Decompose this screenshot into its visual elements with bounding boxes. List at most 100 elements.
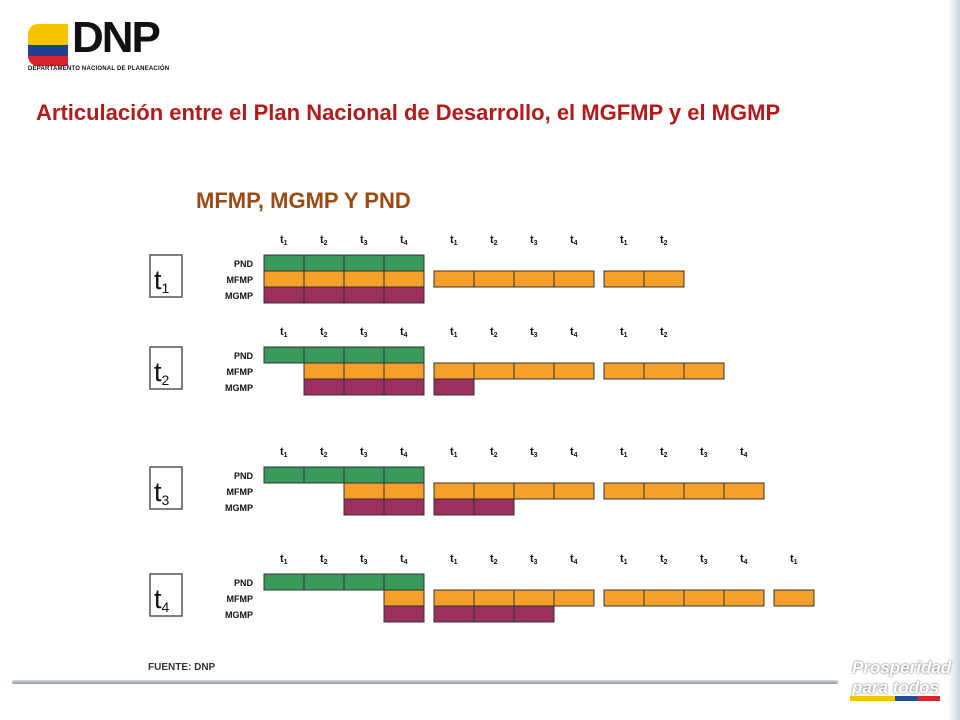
cell-mgmp	[303, 378, 345, 396]
dnp-logo: DNP DEPARTAMENTO NACIONAL DE PLANEACIÓN	[26, 13, 186, 72]
row-label: MGMP	[225, 291, 253, 301]
cell-mgmp	[513, 605, 555, 623]
cell-mfmp	[553, 270, 595, 288]
tick-label: t1	[450, 234, 458, 247]
period-box	[149, 573, 183, 617]
cell-mfmp	[643, 362, 685, 380]
cell-mgmp	[343, 286, 385, 304]
tick-label: t4	[400, 553, 408, 566]
cell-mgmp	[473, 605, 515, 623]
cell-mfmp	[553, 362, 595, 380]
cell-mgmp	[433, 498, 475, 516]
cell-mgmp	[433, 378, 475, 396]
brand-stripe	[850, 696, 940, 701]
cell-pnd	[343, 466, 385, 484]
cell-mfmp	[433, 589, 475, 607]
tick-label: t3	[360, 234, 368, 247]
cell-mfmp	[473, 362, 515, 380]
cell-pnd	[303, 573, 345, 591]
cell-mfmp	[513, 589, 555, 607]
cell-mfmp	[603, 270, 645, 288]
tick-label: t3	[700, 446, 708, 459]
cell-mgmp	[383, 498, 425, 516]
tick-label: t1	[620, 326, 628, 339]
period-box	[149, 254, 183, 298]
tick-label: t4	[400, 234, 408, 247]
logo-subtitle: DEPARTAMENTO NACIONAL DE PLANEACIÓN	[28, 66, 170, 72]
prosperidad-logo: Prosperidad para todos	[850, 656, 951, 702]
tick-label: t1	[450, 326, 458, 339]
tick-label: t1	[280, 326, 288, 339]
source-note: FUENTE: DNP	[148, 662, 216, 673]
row-label: MFMP	[227, 367, 254, 377]
cell-pnd	[263, 466, 305, 484]
cell-mgmp	[383, 286, 425, 304]
cell-pnd	[263, 254, 305, 272]
row-label: PND	[234, 471, 254, 481]
cell-mfmp	[513, 482, 555, 500]
cell-pnd	[303, 346, 345, 364]
period-box	[149, 466, 183, 510]
cell-pnd	[383, 466, 425, 484]
cell-mfmp	[383, 589, 425, 607]
right-edge-bar	[948, 0, 960, 720]
row-label: PND	[234, 351, 254, 361]
cell-mfmp	[643, 589, 685, 607]
cell-pnd	[343, 573, 385, 591]
cell-mgmp	[303, 286, 345, 304]
cell-pnd	[383, 346, 425, 364]
tick-label: t4	[570, 446, 578, 459]
tick-label: t1	[280, 553, 288, 566]
row-label: MFMP	[227, 275, 254, 285]
tick-label: t2	[660, 234, 668, 247]
cell-mfmp	[383, 270, 425, 288]
row-label: PND	[234, 578, 254, 588]
footer-divider	[12, 680, 838, 684]
cell-mfmp	[433, 482, 475, 500]
cell-pnd	[263, 346, 305, 364]
tick-label: t3	[530, 553, 538, 566]
cell-pnd	[263, 573, 305, 591]
cell-mfmp	[603, 589, 645, 607]
tick-label: t4	[740, 446, 748, 459]
tick-label: t2	[320, 326, 328, 339]
tick-label: t4	[400, 446, 408, 459]
cell-mfmp	[433, 270, 475, 288]
cell-mfmp	[473, 589, 515, 607]
tick-label: t1	[620, 234, 628, 247]
tick-label: t2	[490, 553, 498, 566]
tick-label: t1	[280, 446, 288, 459]
tick-label: t4	[570, 553, 578, 566]
cell-mfmp	[723, 589, 765, 607]
tick-label: t1	[620, 446, 628, 459]
cell-mfmp	[303, 270, 345, 288]
cell-mfmp	[383, 362, 425, 380]
cell-mfmp	[513, 362, 555, 380]
tick-label: t3	[530, 326, 538, 339]
cell-mgmp	[263, 286, 305, 304]
cell-mgmp	[473, 498, 515, 516]
cell-mfmp	[683, 362, 725, 380]
tick-label: t4	[570, 234, 578, 247]
cell-mfmp	[343, 482, 385, 500]
cell-mfmp	[683, 482, 725, 500]
cell-mfmp	[683, 589, 725, 607]
cell-pnd	[303, 466, 345, 484]
cell-mgmp	[433, 605, 475, 623]
period-box	[149, 346, 183, 390]
tick-label: t3	[360, 553, 368, 566]
tick-label: t2	[660, 446, 668, 459]
cell-mfmp	[643, 270, 685, 288]
tick-label: t1	[620, 553, 628, 566]
tick-label: t2	[490, 446, 498, 459]
tick-label: t1	[450, 446, 458, 459]
colombia-flag-icon	[28, 24, 68, 66]
cell-mgmp	[383, 605, 425, 623]
cell-mfmp	[433, 362, 475, 380]
logo-text: DNP	[72, 13, 161, 62]
cell-pnd	[343, 346, 385, 364]
brand-line-1: Prosperidad	[852, 658, 952, 677]
tick-label: t4	[400, 326, 408, 339]
cell-mfmp	[643, 482, 685, 500]
cell-mgmp	[343, 378, 385, 396]
